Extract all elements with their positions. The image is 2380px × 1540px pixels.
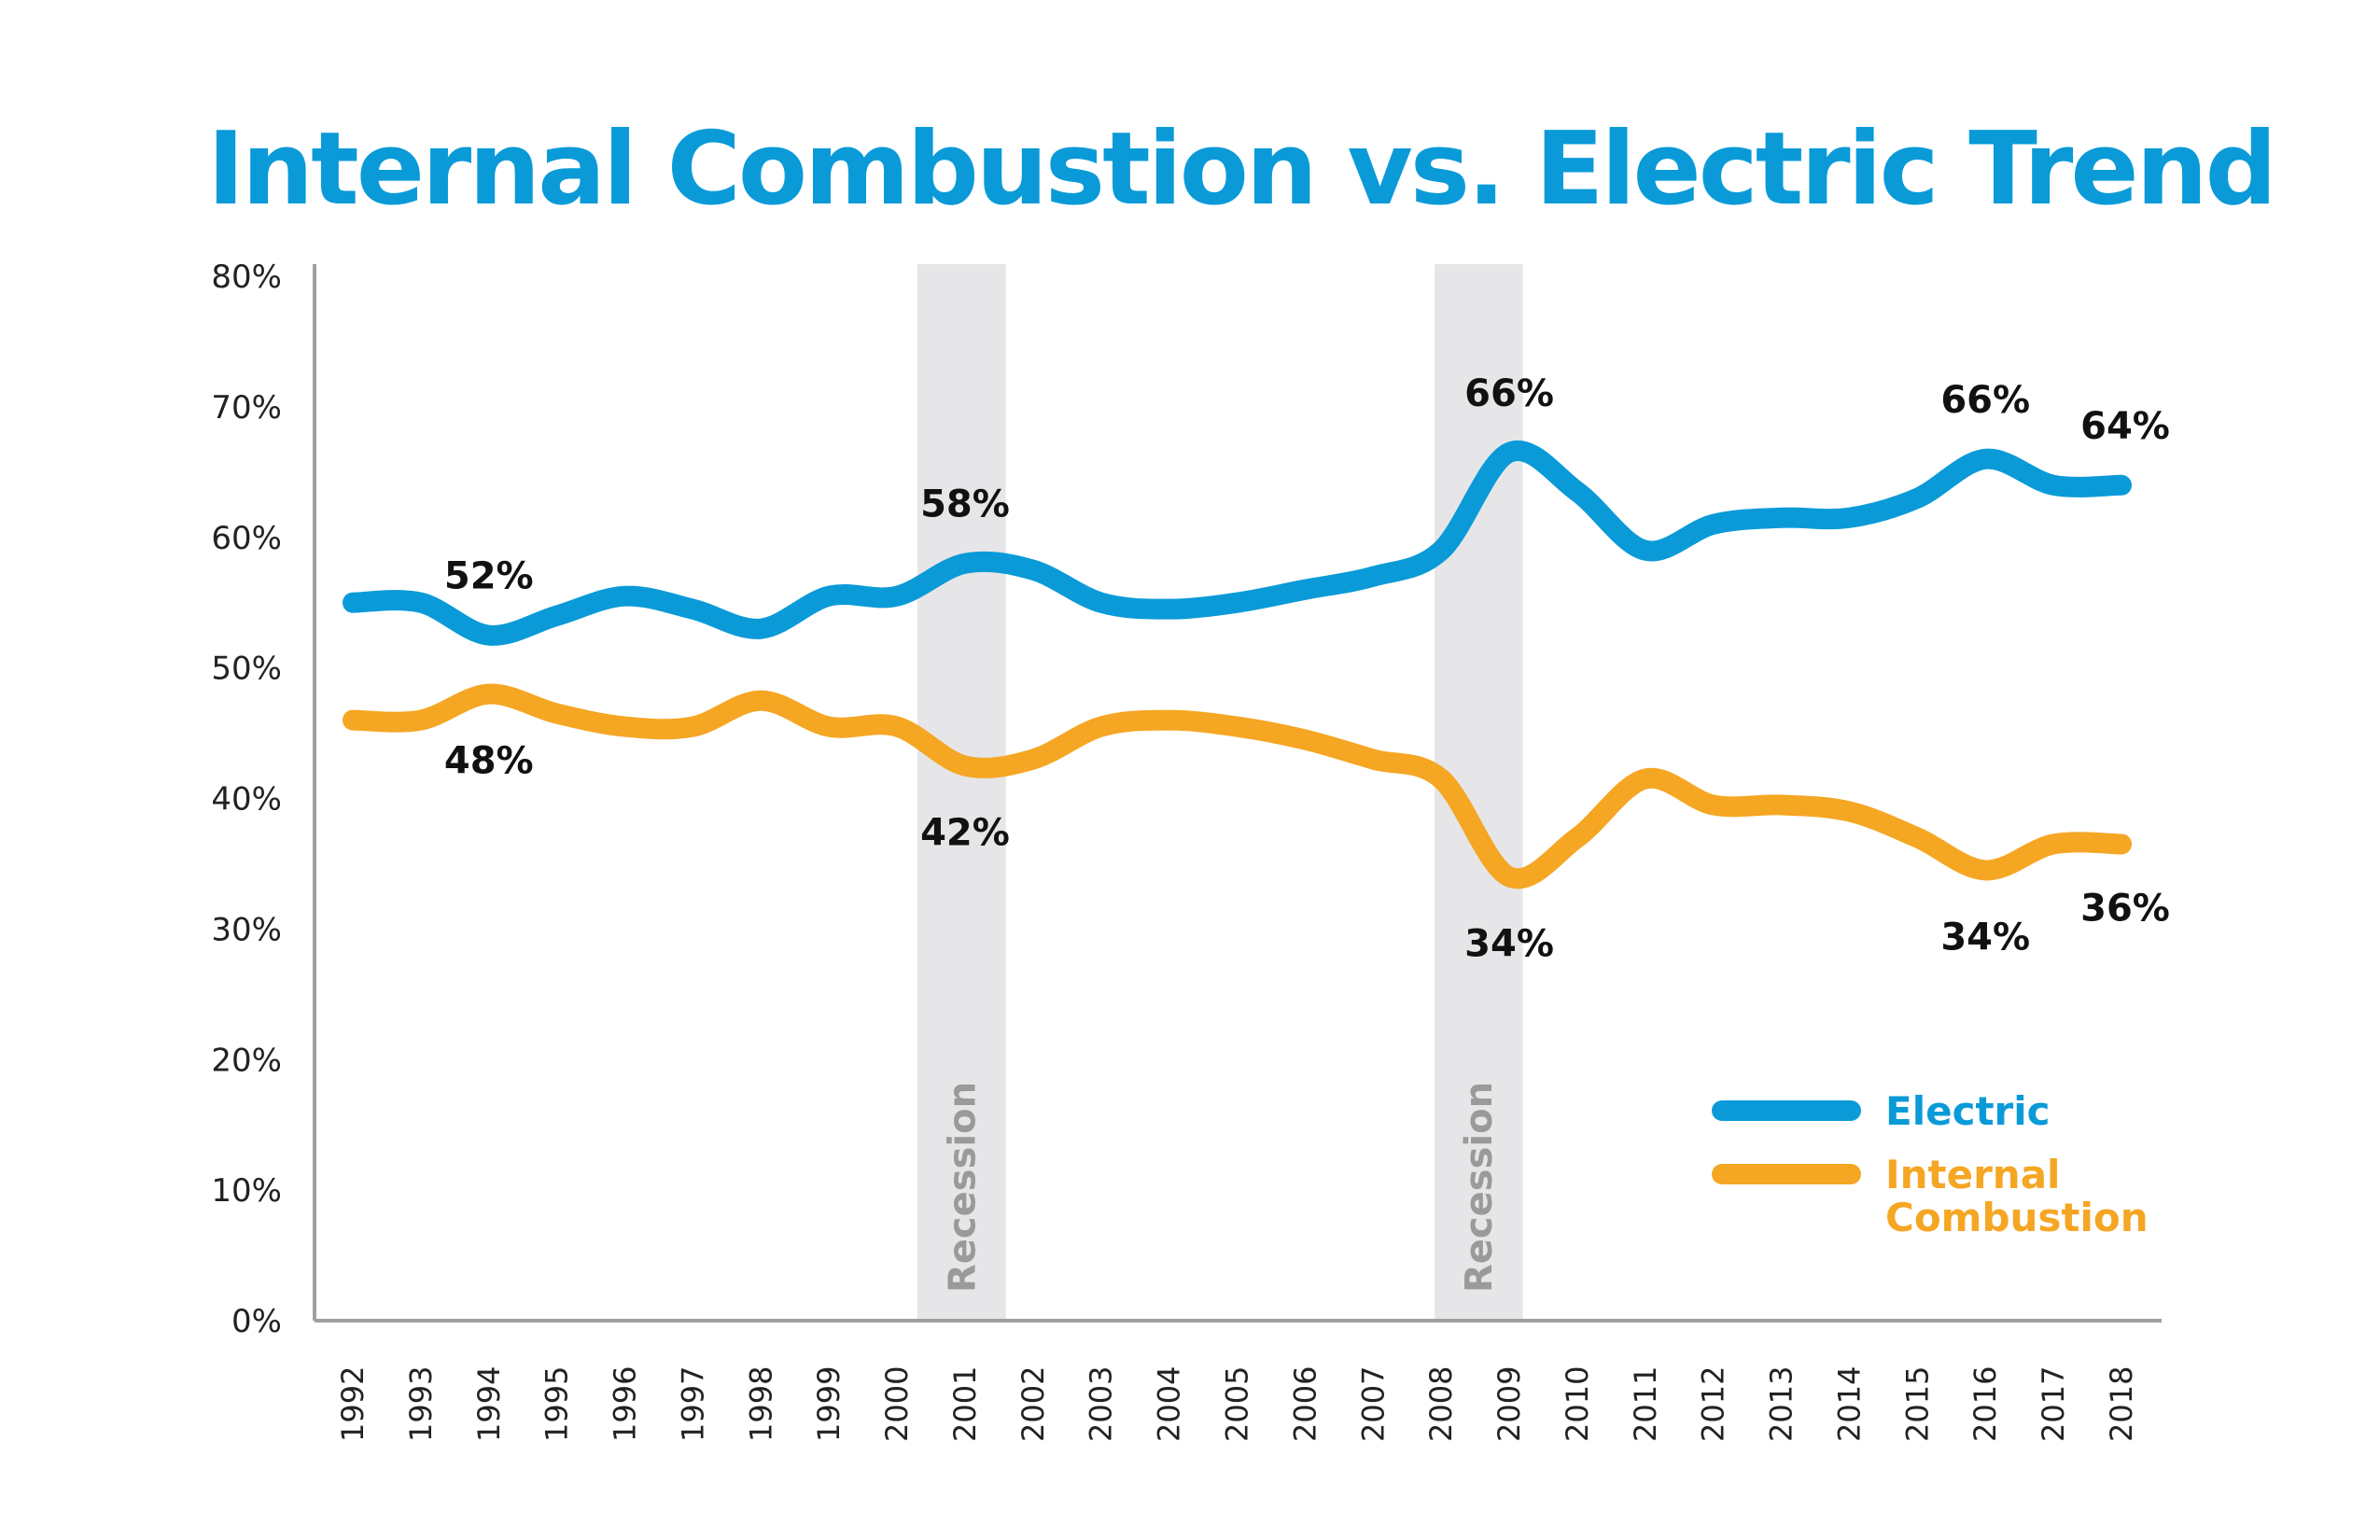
x-tick-label: 2003 (1084, 1366, 1119, 1442)
x-tick-label: 1995 (539, 1366, 575, 1442)
x-tick-label: 2016 (1967, 1366, 2003, 1442)
data-label: 66% (1940, 379, 2030, 422)
y-tick-label: 60% (211, 520, 282, 557)
y-tick-label: 70% (211, 389, 282, 427)
recession-label: Recession (941, 1082, 984, 1293)
x-tick-label: 2009 (1491, 1366, 1527, 1442)
y-tick-label: 10% (211, 1172, 282, 1210)
chart-title: Internal Combustion vs. Electric Trend (207, 111, 2275, 228)
data-label: 52% (444, 555, 534, 598)
y-tick-label: 80% (211, 259, 282, 296)
x-tick-label: 2006 (1287, 1366, 1323, 1442)
x-tick-label: 2013 (1764, 1366, 1799, 1442)
y-tick-label: 30% (211, 911, 282, 948)
y-tick-label: 40% (211, 781, 282, 819)
x-tick-label: 1999 (811, 1366, 847, 1442)
data-label: 58% (920, 483, 1010, 526)
x-tick-label: 1997 (675, 1366, 710, 1442)
legend-label: Internal Combustion (1885, 1152, 2149, 1240)
x-tick-label: 2002 (1015, 1366, 1051, 1442)
recession-label: Recession (1458, 1082, 1501, 1293)
series-line-electric (343, 441, 2132, 646)
x-tick-label: 2005 (1220, 1366, 1255, 1442)
x-tick-label: 2017 (2036, 1366, 2071, 1442)
x-tick-label: 1993 (403, 1366, 439, 1442)
x-tick-label: 1994 (471, 1366, 507, 1442)
x-tick-label: 2004 (1152, 1366, 1187, 1442)
data-label: 34% (1940, 916, 2030, 959)
x-tick-label: 2000 (879, 1366, 915, 1442)
legend-label: Electric (1885, 1088, 2051, 1134)
recession-band (917, 264, 1006, 1321)
x-tick-label: 2018 (2104, 1366, 2139, 1442)
y-tick-label: 50% (211, 651, 282, 688)
data-label: 48% (444, 740, 534, 783)
x-tick-label: 2008 (1423, 1366, 1459, 1442)
x-tick-label: 1992 (335, 1366, 371, 1442)
data-label: 42% (920, 812, 1010, 855)
series-line-internal-combustion (343, 683, 2132, 889)
data-label: 64% (2080, 405, 2170, 448)
data-label: 34% (1464, 922, 1554, 965)
x-tick-label: 2010 (1560, 1366, 1595, 1442)
x-tick-label: 1996 (608, 1366, 643, 1442)
x-tick-label: 2011 (1628, 1366, 1663, 1442)
x-tick-label: 2007 (1355, 1366, 1391, 1442)
y-tick-label: 20% (211, 1042, 282, 1079)
x-tick-label: 2015 (1899, 1366, 1935, 1442)
data-label: 36% (2080, 887, 2170, 930)
x-tick-label: 2014 (1831, 1366, 1867, 1442)
y-tick-label: 0% (231, 1303, 282, 1340)
x-tick-label: 1998 (743, 1366, 778, 1442)
x-tick-label: 2001 (947, 1366, 983, 1442)
data-label: 66% (1464, 372, 1554, 415)
x-tick-label: 2012 (1696, 1366, 1731, 1442)
